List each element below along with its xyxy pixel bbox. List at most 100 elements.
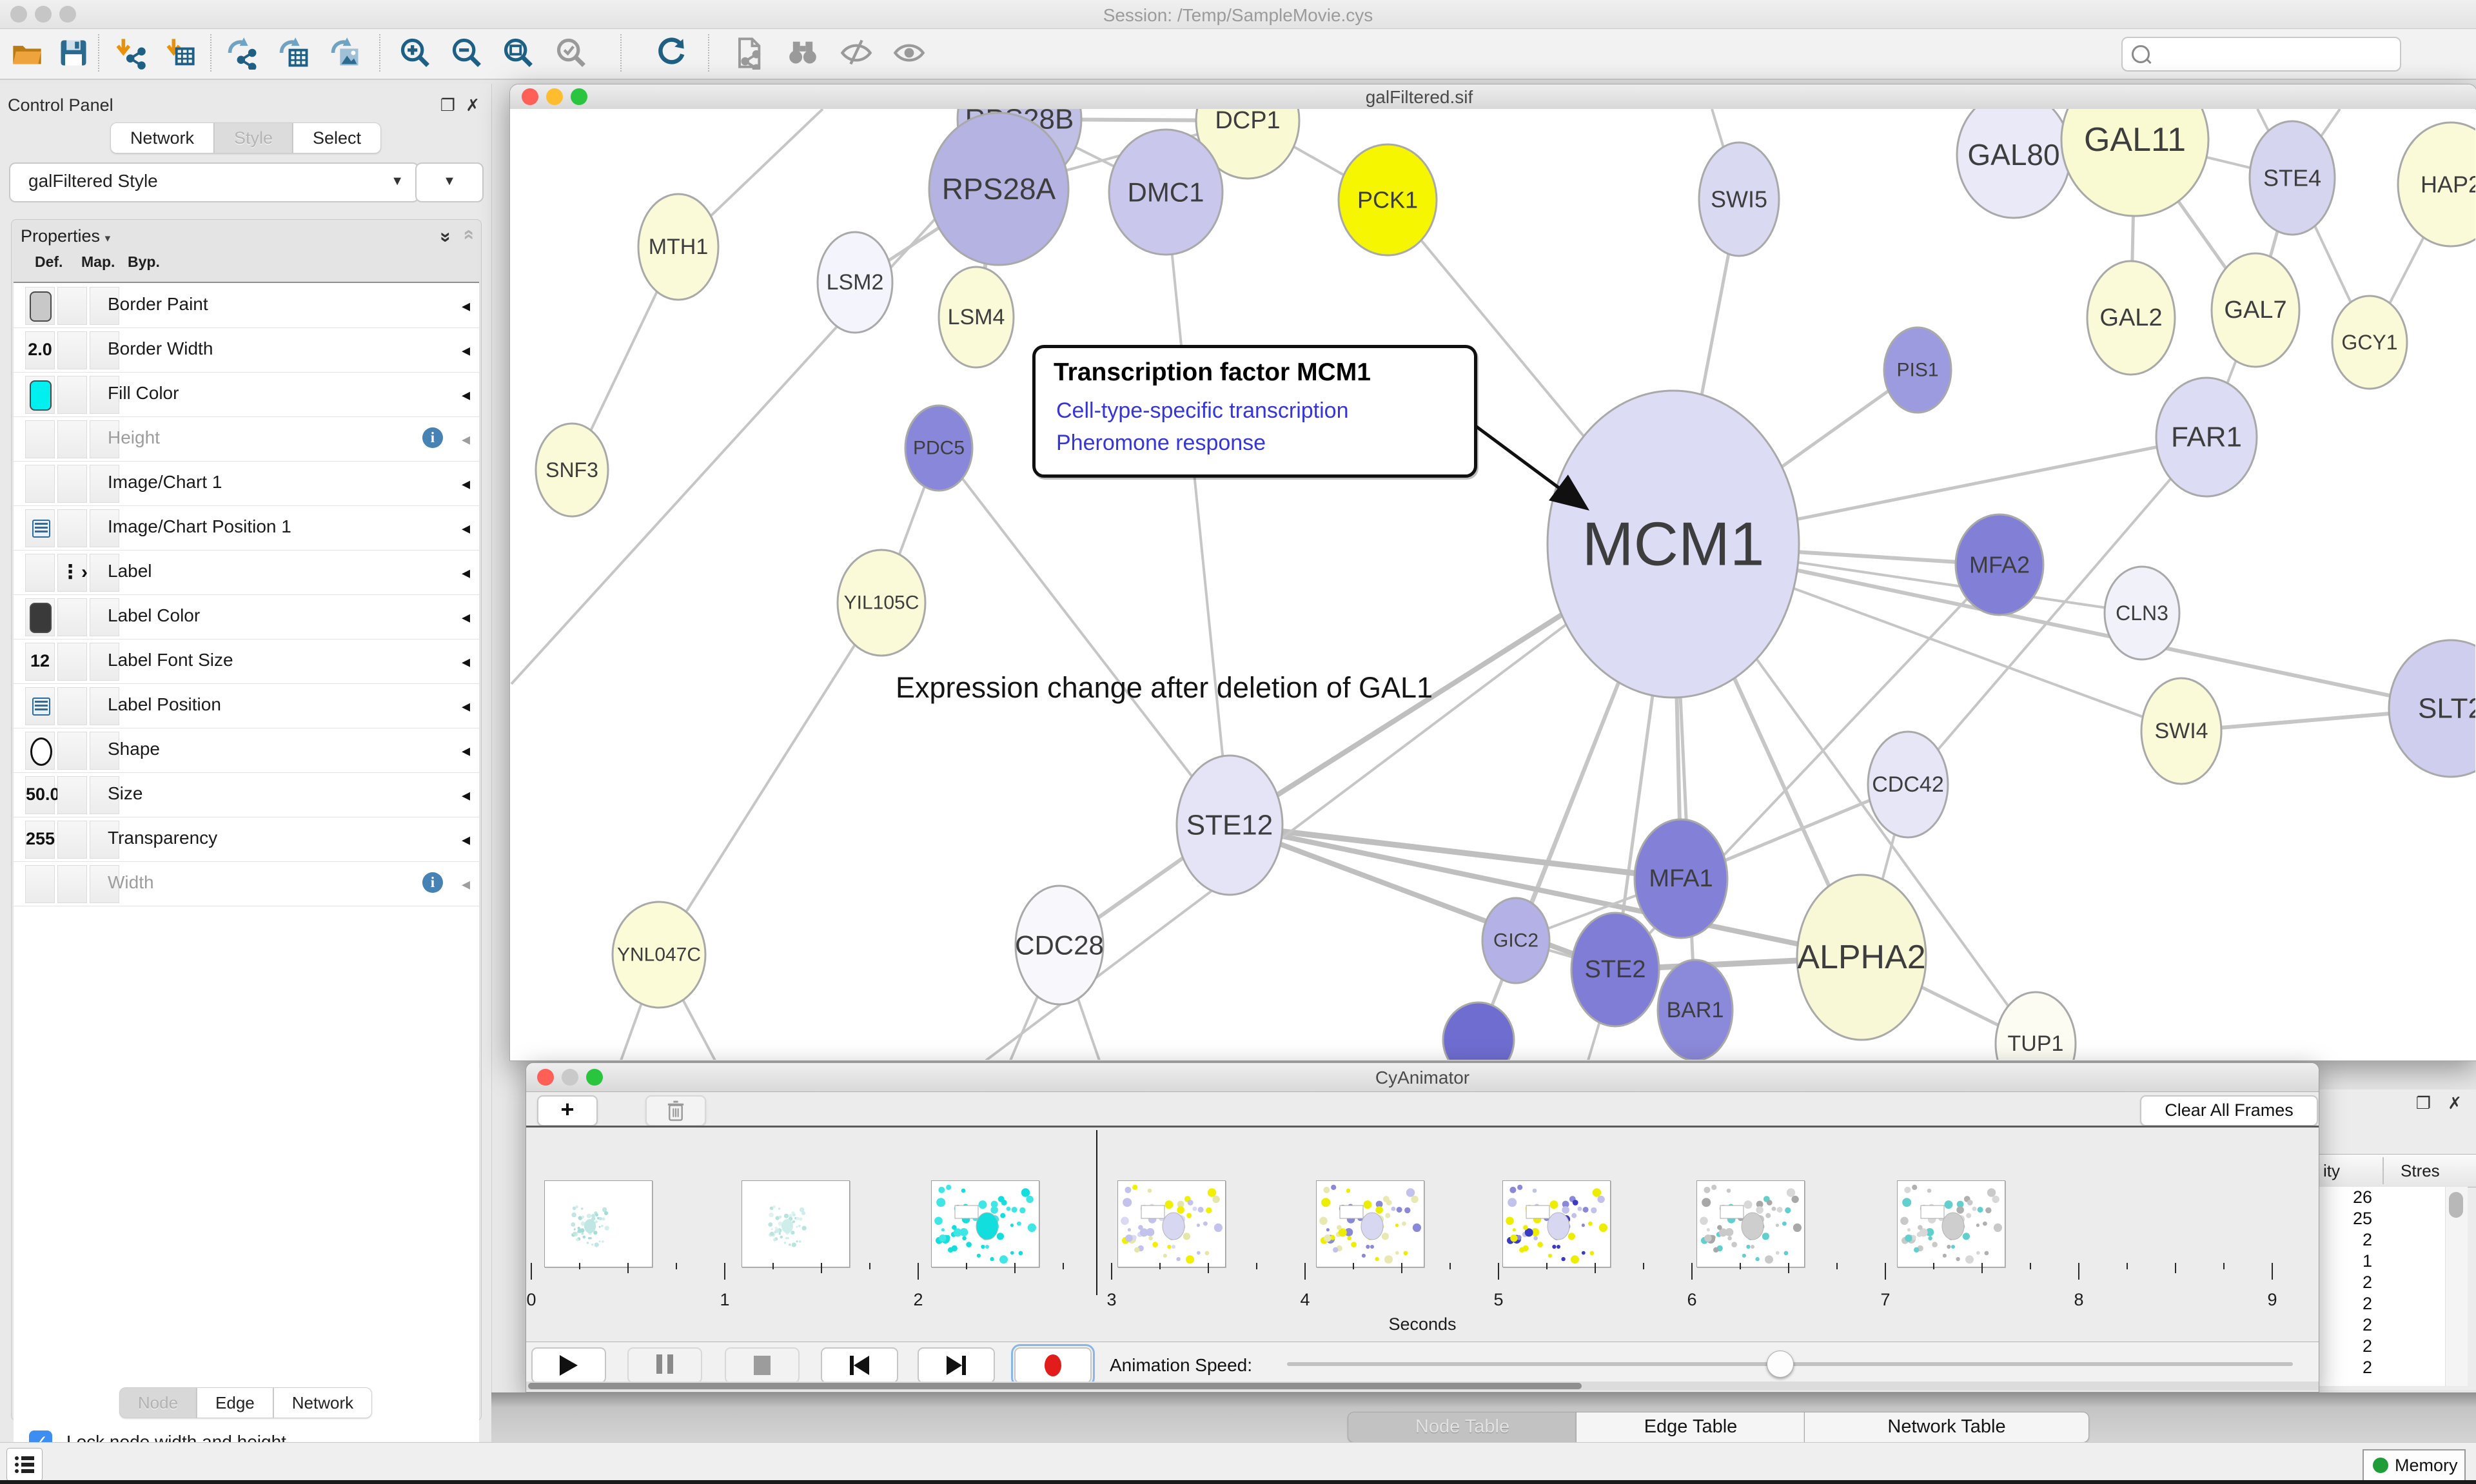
expand-arrow-icon[interactable]: ◂ [461,385,470,404]
save-session-button[interactable] [54,33,93,73]
keyframe-thumbnail-2[interactable] [742,1180,850,1267]
network-canvas[interactable]: RPS28BDCP1RPS28ADMC1PCK1MTH1LSM2LSM4SWI5… [510,109,2475,1060]
network-window-titlebar[interactable]: galFiltered.sif [510,84,2476,110]
network-node-STE2[interactable] [1570,912,1660,1028]
skip-to-end-button[interactable] [918,1347,995,1383]
timeline-area[interactable]: 0 1 2 3 4 5 6 7 8 9 Seconds [526,1128,2319,1342]
bypass-cell[interactable] [90,287,119,325]
float-panel-icon[interactable]: ❐ [2415,1093,2431,1113]
expand-arrow-icon[interactable]: ◂ [461,474,470,493]
network-node-PDC5[interactable] [904,404,974,492]
default-cell[interactable] [25,420,55,458]
mapping-cell[interactable] [57,509,87,547]
network-node-BAR1[interactable] [1656,959,1734,1060]
zoom-out-button[interactable] [447,33,486,73]
bypass-cell[interactable] [90,331,119,369]
network-node-SWI5[interactable] [1698,141,1780,257]
network-node-DMC1[interactable] [1108,128,1224,256]
property-row-fill-color[interactable]: Fill Color ◂ [14,372,479,417]
import-network-button[interactable] [110,33,148,73]
keyframe-thumbnail-3[interactable] [931,1180,1039,1267]
minimize-icon[interactable] [546,88,563,105]
mapping-cell[interactable] [57,643,87,681]
expand-arrow-icon[interactable]: ◂ [461,429,470,449]
default-cell[interactable] [25,465,55,503]
network-node-CLN3[interactable] [2103,565,2181,661]
mapping-cell[interactable] [57,331,87,369]
bypass-cell[interactable] [90,821,119,859]
network-node-HAP2[interactable] [2397,121,2475,248]
info-icon[interactable]: i [422,872,443,893]
cyanimator-titlebar[interactable]: CyAnimator [526,1063,2319,1092]
tab-edge[interactable]: Edge [197,1387,273,1418]
bypass-cell[interactable] [90,687,119,725]
close-icon[interactable] [537,1069,554,1086]
import-table-button[interactable] [160,33,199,73]
style-options-button[interactable]: ▼ [415,162,484,202]
network-node-PCK1[interactable] [1337,143,1438,257]
export-table-button[interactable] [275,33,313,73]
record-button[interactable] [1011,1344,1095,1387]
open-session-button[interactable] [8,33,46,73]
default-cell[interactable]: 255 [25,821,55,859]
annotation-link[interactable]: Cell-type-specific transcription [1056,398,1349,423]
annotation-link[interactable]: Pheromone response [1056,431,1266,455]
bypass-cell[interactable] [90,865,119,903]
keyframe-thumbnail-4[interactable] [1117,1180,1226,1267]
mapping-cell[interactable] [57,776,87,814]
show-details-button[interactable] [890,33,928,73]
property-row-label-color[interactable]: Label Color ◂ [14,594,479,639]
zoom-selected-button[interactable] [552,33,591,73]
keyframe-thumbnail-1[interactable] [544,1180,653,1267]
network-node-GIC2[interactable] [1481,897,1551,984]
search-input[interactable] [2155,41,2400,68]
network-node-PIS1[interactable] [1883,326,1952,414]
expand-arrow-icon[interactable]: ◂ [461,518,470,538]
keyframe-thumbnail-6[interactable] [1502,1180,1611,1267]
network-node-LSM2[interactable] [816,231,894,334]
mapping-cell[interactable] [57,732,87,770]
refresh-layout-button[interactable] [653,33,691,73]
network-caption[interactable]: Expression change after deletion of GAL1 [896,671,1433,704]
info-icon[interactable]: i [422,427,443,448]
tab-network[interactable]: Network [273,1387,373,1418]
tab-select[interactable]: Select [293,122,382,153]
default-cell[interactable] [25,509,55,547]
export-image-button[interactable] [326,33,365,73]
network-node-CDC42[interactable] [1867,730,1949,839]
property-row-shape[interactable]: Shape ◂ [14,728,479,773]
network-node-MFA2[interactable] [1954,513,2045,616]
network-node-MFA1[interactable] [1633,818,1729,939]
property-row-border-paint[interactable]: Border Paint ◂ [14,283,479,328]
tab-network[interactable]: Network [110,122,214,153]
slider-knob[interactable] [1767,1351,1794,1378]
network-node-GAL11[interactable] [2060,109,2210,217]
bypass-cell[interactable] [90,554,119,592]
window-minimize-icon[interactable] [35,6,52,23]
default-cell[interactable] [25,598,55,636]
network-node-MCM1[interactable] [1546,389,1800,699]
annotation-box[interactable]: Transcription factor MCM1 Cell-type-spec… [1032,345,1477,478]
minimize-icon[interactable] [562,1069,578,1086]
network-file-button[interactable] [729,33,767,73]
tab-node-table[interactable]: Node Table [1348,1412,1577,1443]
property-row-size[interactable]: 50.0 Size ◂ [14,772,479,817]
pause-button[interactable] [627,1347,702,1383]
zoom-in-button[interactable] [396,33,435,73]
network-node-SWI4[interactable] [2140,677,2223,785]
zoom-icon[interactable] [586,1069,603,1086]
bypass-cell[interactable] [90,465,119,503]
bypass-cell[interactable] [90,420,119,458]
network-node-DCP1[interactable] [1195,109,1301,180]
expand-arrow-icon[interactable]: ◂ [461,296,470,315]
property-row-transparency[interactable]: 255 Transparency ◂ [14,817,479,862]
expand-all-icon[interactable]: » [435,231,457,240]
expand-arrow-icon[interactable]: ◂ [461,785,470,805]
property-row-label-font-size[interactable]: 12 Label Font Size ◂ [14,639,479,684]
scrollbar-thumb[interactable] [528,1383,1582,1389]
network-node-GCY1[interactable] [2331,295,2408,390]
default-cell[interactable] [25,732,55,770]
default-cell[interactable] [25,554,55,592]
delete-frame-button[interactable] [645,1095,706,1126]
playhead[interactable] [1096,1130,1097,1295]
